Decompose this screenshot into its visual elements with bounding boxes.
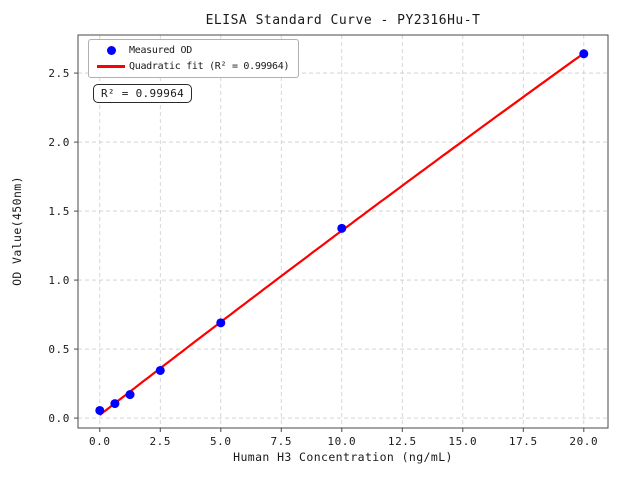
r-squared-annotation: R² = 0.99964 bbox=[93, 84, 193, 103]
svg-text:1.5: 1.5 bbox=[48, 205, 70, 218]
legend-marker-box bbox=[93, 65, 129, 68]
svg-text:5.0: 5.0 bbox=[210, 435, 232, 448]
svg-text:12.5: 12.5 bbox=[388, 435, 417, 448]
svg-text:1.0: 1.0 bbox=[48, 274, 70, 287]
svg-text:15.0: 15.0 bbox=[448, 435, 477, 448]
svg-text:20.0: 20.0 bbox=[569, 435, 598, 448]
legend-marker-box bbox=[93, 46, 129, 55]
y-axis-label: OD Value(450nm) bbox=[10, 176, 24, 286]
x-axis-label: Human H3 Concentration (ng/mL) bbox=[233, 450, 453, 464]
svg-text:0.0: 0.0 bbox=[48, 412, 70, 425]
fit-line-icon bbox=[97, 65, 125, 68]
legend-label-measured-od: Measured OD bbox=[129, 45, 192, 56]
svg-text:0.0: 0.0 bbox=[89, 435, 111, 448]
chart-title: ELISA Standard Curve - PY2316Hu-T bbox=[205, 13, 481, 28]
scatter-dot-icon bbox=[106, 46, 116, 55]
svg-text:10.0: 10.0 bbox=[327, 435, 356, 448]
svg-text:17.5: 17.5 bbox=[509, 435, 538, 448]
legend: Measured OD Quadratic fit (R² = 0.99964) bbox=[88, 39, 300, 78]
svg-text:2.0: 2.0 bbox=[48, 136, 70, 149]
svg-text:2.5: 2.5 bbox=[149, 435, 171, 448]
legend-item-quadratic-fit: Quadratic fit (R² = 0.99964) bbox=[93, 61, 289, 72]
svg-text:2.5: 2.5 bbox=[48, 67, 70, 80]
svg-text:0.5: 0.5 bbox=[48, 343, 70, 356]
legend-item-measured-od: Measured OD bbox=[93, 45, 289, 56]
svg-text:7.5: 7.5 bbox=[270, 435, 292, 448]
legend-label-quadratic-fit: Quadratic fit (R² = 0.99964) bbox=[129, 61, 290, 72]
